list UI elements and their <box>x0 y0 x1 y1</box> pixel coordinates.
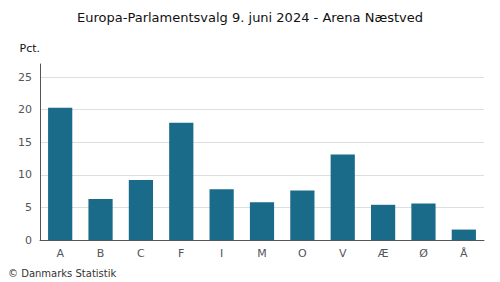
svg-text:Europa-Parlamentsvalg 9. juni: Europa-Parlamentsvalg 9. juni 2024 - Are… <box>77 10 423 25</box>
svg-text:20: 20 <box>18 103 32 116</box>
svg-text:B: B <box>97 247 105 260</box>
svg-text:C: C <box>137 247 145 260</box>
svg-text:V: V <box>339 247 347 260</box>
svg-text:10: 10 <box>18 168 32 181</box>
svg-text:Pct.: Pct. <box>20 42 41 55</box>
svg-text:I: I <box>220 247 223 260</box>
svg-text:F: F <box>178 247 184 260</box>
svg-text:A: A <box>56 247 64 260</box>
svg-text:Ø: Ø <box>419 247 428 260</box>
svg-text:25: 25 <box>18 71 32 84</box>
svg-text:Å: Å <box>460 247 468 260</box>
svg-text:O: O <box>298 247 307 260</box>
svg-text:0: 0 <box>25 234 32 247</box>
svg-text:5: 5 <box>25 201 32 214</box>
svg-text:15: 15 <box>18 136 32 149</box>
svg-text:Æ: Æ <box>378 247 389 260</box>
svg-text:© Danmarks Statistik: © Danmarks Statistik <box>8 268 117 279</box>
svg-text:M: M <box>257 247 267 260</box>
